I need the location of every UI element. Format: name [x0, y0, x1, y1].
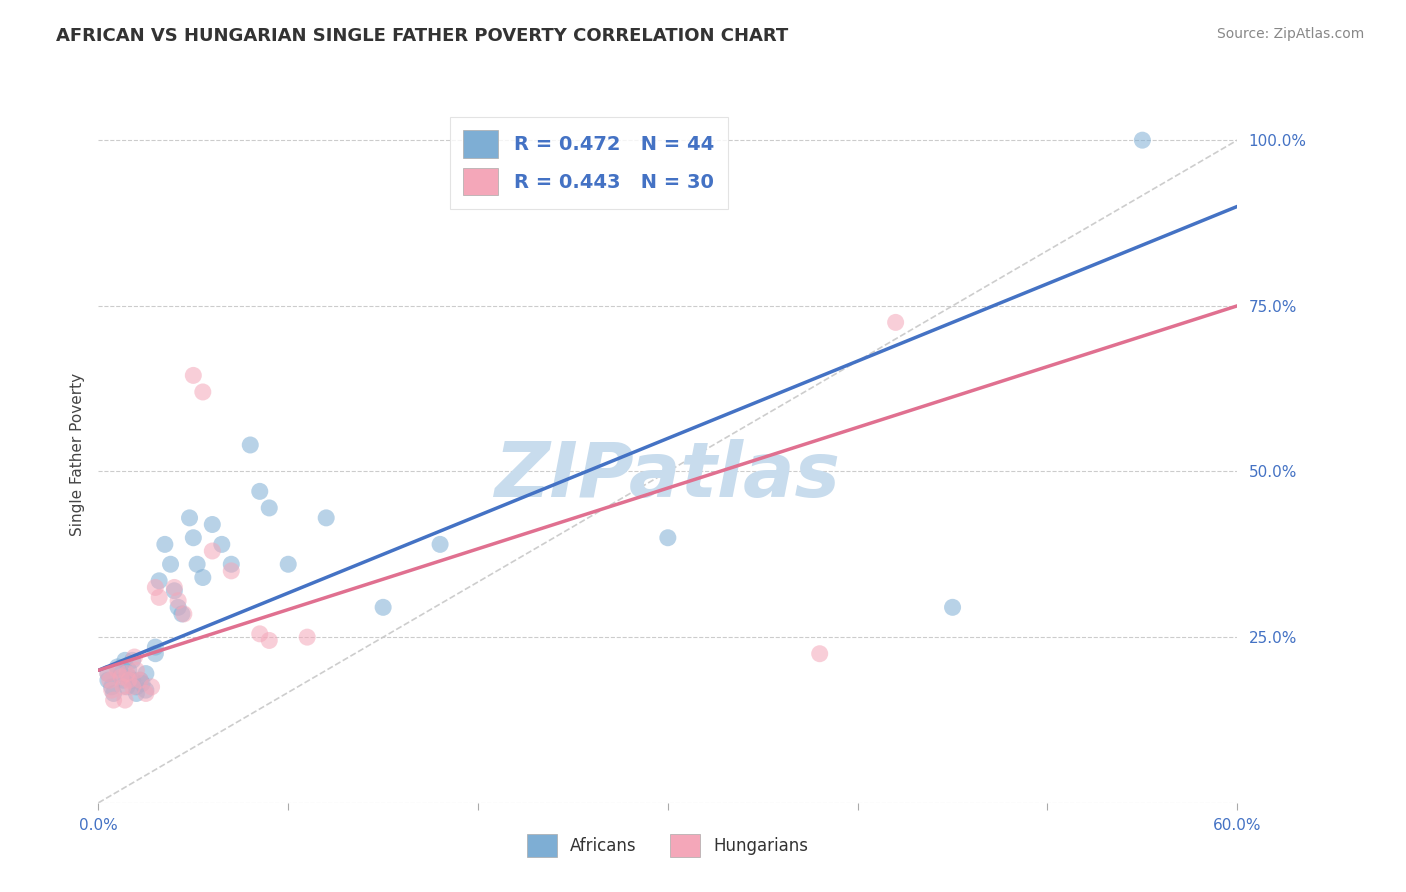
Point [100, 683, 122, 698]
Point [159, 558, 181, 572]
Point [145, 581, 167, 595]
Point [114, 653, 136, 667]
Point [221, 564, 243, 578]
Point [371, 600, 394, 615]
Point [97, 673, 120, 688]
Point [808, 647, 831, 661]
Point [135, 686, 157, 700]
Point [315, 511, 337, 525]
Point [110, 670, 132, 684]
Text: AFRICAN VS HUNGARIAN SINGLE FATHER POVERTY CORRELATION CHART: AFRICAN VS HUNGARIAN SINGLE FATHER POVER… [56, 27, 789, 45]
Point [657, 531, 679, 545]
Point [201, 544, 224, 558]
Point [121, 680, 143, 694]
Point [121, 673, 143, 688]
Point [259, 500, 281, 515]
Point [1132, 133, 1154, 147]
Point [249, 484, 271, 499]
Point [97, 666, 120, 681]
Point [115, 680, 138, 694]
Point [167, 593, 190, 607]
Point [173, 607, 195, 621]
Point [145, 647, 167, 661]
Point [118, 673, 141, 688]
Point [249, 627, 271, 641]
Point [191, 570, 214, 584]
Point [167, 600, 190, 615]
Point [148, 574, 170, 588]
Point [100, 680, 122, 694]
Point [163, 581, 186, 595]
Point [107, 660, 129, 674]
Point [163, 583, 186, 598]
Point [125, 663, 148, 677]
Point [277, 558, 299, 572]
Point [103, 686, 125, 700]
Point [115, 666, 138, 681]
Y-axis label: Single Father Poverty: Single Father Poverty [69, 374, 84, 536]
Point [239, 438, 262, 452]
Text: ZIPatlas: ZIPatlas [495, 439, 841, 513]
Point [259, 633, 281, 648]
Legend: Africans, Hungarians: Africans, Hungarians [520, 827, 815, 864]
Point [131, 676, 153, 690]
Point [114, 693, 136, 707]
Point [191, 384, 214, 399]
Point [141, 680, 163, 694]
Point [121, 653, 143, 667]
Point [942, 600, 965, 615]
Point [97, 666, 120, 681]
Point [129, 673, 152, 688]
Point [297, 630, 319, 644]
Point [186, 558, 208, 572]
Point [135, 666, 157, 681]
Point [183, 368, 205, 383]
Point [179, 511, 201, 525]
Point [112, 680, 135, 694]
Point [429, 537, 451, 551]
Text: Source: ZipAtlas.com: Source: ZipAtlas.com [1216, 27, 1364, 41]
Point [110, 666, 132, 681]
Point [103, 693, 125, 707]
Point [211, 537, 233, 551]
Point [148, 591, 170, 605]
Point [221, 558, 243, 572]
Point [118, 663, 141, 677]
Point [124, 650, 146, 665]
Point [201, 517, 224, 532]
Point [129, 673, 152, 688]
Point [125, 680, 148, 694]
Point [107, 663, 129, 677]
Point [98, 673, 121, 688]
Point [118, 670, 141, 684]
Point [183, 531, 205, 545]
Point [884, 315, 907, 329]
Point [145, 640, 167, 654]
Point [112, 673, 135, 688]
Point [125, 686, 148, 700]
Point [135, 683, 157, 698]
Point [153, 537, 176, 551]
Point [170, 607, 193, 621]
